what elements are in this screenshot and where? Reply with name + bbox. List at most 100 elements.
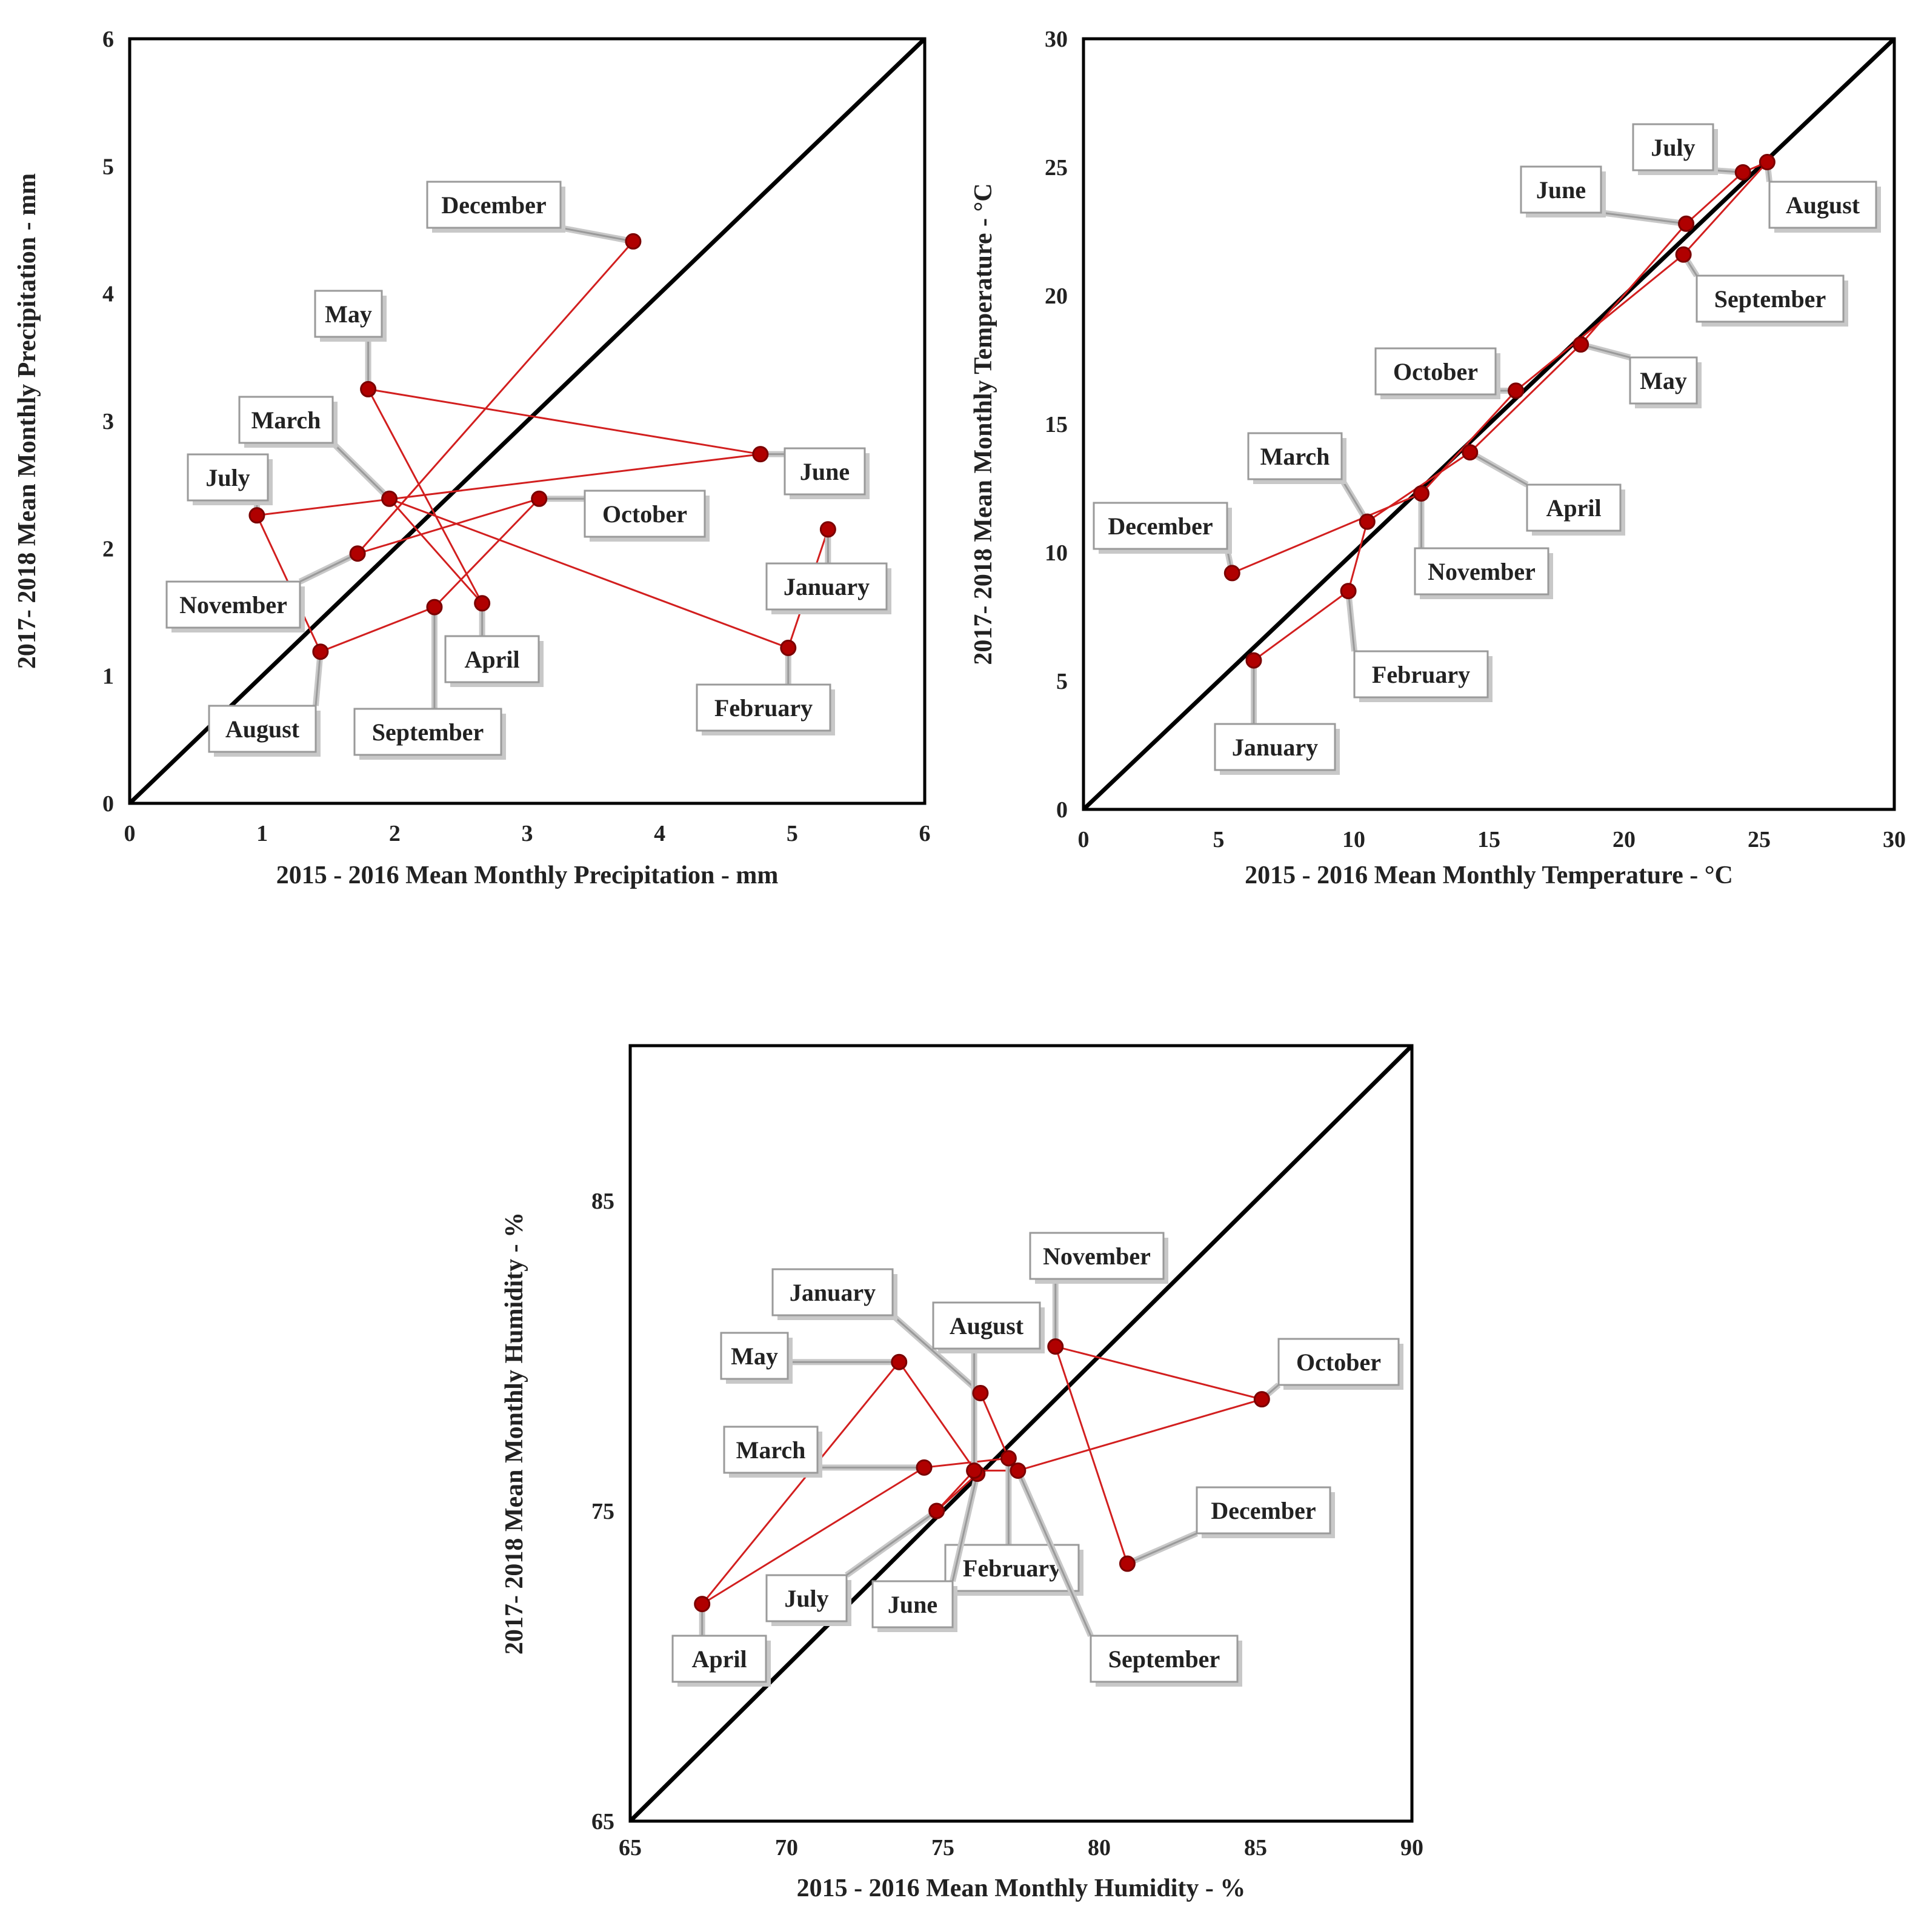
data-label: August: [1786, 191, 1860, 219]
data-point-february: [1000, 1450, 1017, 1467]
callout-january: January: [765, 529, 891, 614]
x-tick-label: 75: [931, 1835, 954, 1861]
callout-leader: [315, 651, 322, 706]
data-point-june: [752, 446, 769, 463]
x-tick-label: 2: [389, 821, 401, 846]
data-label: October: [1393, 358, 1478, 385]
series-line: [1231, 161, 1768, 662]
y-tick-label: 5: [1056, 669, 1068, 694]
data-point-may: [360, 380, 377, 397]
data-label: June: [888, 1591, 937, 1618]
callout-box: [314, 290, 383, 338]
callout-box: [932, 1301, 1041, 1350]
data-label: May: [325, 300, 372, 328]
y-tick-label: 30: [1045, 27, 1068, 52]
callout-leader: [846, 1510, 937, 1576]
callout-box: [165, 580, 301, 629]
data-point-january: [972, 1384, 989, 1401]
callout-box: [1414, 547, 1549, 596]
callout-box: [696, 683, 831, 732]
callout-november: November: [165, 551, 359, 632]
y-tick-label: 0: [102, 791, 114, 817]
callout-leader: [560, 227, 634, 242]
data-point-december: [625, 233, 642, 250]
callout-box: [584, 490, 706, 538]
callout-box: [1196, 1486, 1331, 1535]
callout-february: February: [696, 648, 835, 735]
callout-box: [1214, 723, 1336, 771]
data-point-september: [426, 599, 443, 616]
callout-august: August: [208, 651, 324, 757]
data-label: March: [736, 1436, 806, 1464]
callout-box: [187, 453, 269, 502]
data-label: April: [1546, 494, 1601, 522]
callout-box: [1629, 356, 1698, 405]
x-tick-label: 1: [256, 821, 268, 846]
x-tick-label: 80: [1088, 1835, 1111, 1861]
callout-april: April: [1468, 450, 1625, 536]
callout-january: January: [771, 1268, 983, 1396]
one-to-one-reference-line: [628, 1044, 1414, 1823]
data-point-december: [1223, 565, 1240, 582]
data-label: June: [1536, 176, 1586, 204]
data-point-february: [780, 639, 797, 656]
callout-box: [238, 396, 334, 444]
data-point-october: [531, 490, 548, 507]
callout-box: [1526, 483, 1622, 532]
callout-june: June: [1520, 165, 1687, 227]
callout-leader: [951, 1473, 979, 1582]
callout-april: April: [444, 603, 544, 687]
one-to-one-reference-line: [1082, 37, 1896, 811]
callout-box: [771, 1268, 894, 1316]
data-point-october: [1508, 382, 1525, 399]
callout-may: May: [314, 290, 387, 390]
data-label: July: [784, 1585, 828, 1612]
y-tick-label: 10: [1045, 540, 1068, 566]
data-point-august: [312, 643, 329, 660]
precipitation-chart: 0 1 2 3 4 5 6 0 1 2 3 4 5 6 2015 - 2016 Mean Monthly P…: [13, 27, 931, 889]
y-tick-label: 65: [591, 1809, 614, 1834]
callout-leader: [1340, 479, 1368, 522]
callout-july: July: [765, 1508, 939, 1626]
x-tick-label: 15: [1477, 827, 1500, 852]
callout-march: March: [723, 1426, 925, 1478]
data-point-april: [474, 595, 491, 612]
x-tick-label: 30: [1883, 827, 1906, 852]
data-point-july: [928, 1502, 945, 1519]
data-point-june: [1678, 215, 1695, 232]
x-tick-label: 4: [654, 821, 665, 846]
callout-december: December: [1126, 1486, 1335, 1567]
data-label: December: [1108, 513, 1213, 540]
data-point-april: [694, 1596, 711, 1613]
y-axis-title: 2017- 2018 Mean Monthly Precipitation - …: [13, 173, 41, 669]
data-point-july: [248, 507, 265, 524]
callout-july: July: [1632, 123, 1743, 176]
data-label: November: [1428, 558, 1536, 585]
x-tick-label: 6: [919, 821, 931, 846]
callout-march: March: [238, 396, 392, 501]
y-axis-title: 2017- 2018 Mean Monthly Temperature - °C: [970, 183, 997, 665]
series-line: [255, 241, 829, 653]
data-point-november: [1413, 485, 1429, 502]
callout-box: [765, 562, 888, 611]
y-tick-label: 75: [591, 1499, 614, 1524]
callout-box: [208, 705, 317, 753]
data-label: April: [691, 1645, 747, 1673]
data-point-may: [1573, 336, 1589, 353]
data-label: September: [1714, 285, 1826, 313]
x-tick-label: 0: [1078, 827, 1090, 852]
data-label: January: [790, 1279, 876, 1306]
callout-box: [871, 1580, 954, 1628]
y-tick-label: 85: [591, 1189, 614, 1214]
callout-box: [723, 1426, 819, 1474]
y-tick-label: 3: [102, 409, 114, 434]
data-point-september: [1675, 246, 1692, 263]
x-tick-label: 3: [522, 821, 533, 846]
callout-leader: [1580, 344, 1631, 359]
y-tick-label: 0: [1056, 797, 1068, 823]
callout-box: [1353, 650, 1489, 699]
callout-box: [1093, 502, 1228, 550]
data-label: February: [714, 694, 813, 722]
callout-june: June: [871, 1473, 980, 1632]
data-point-july: [1734, 164, 1751, 181]
